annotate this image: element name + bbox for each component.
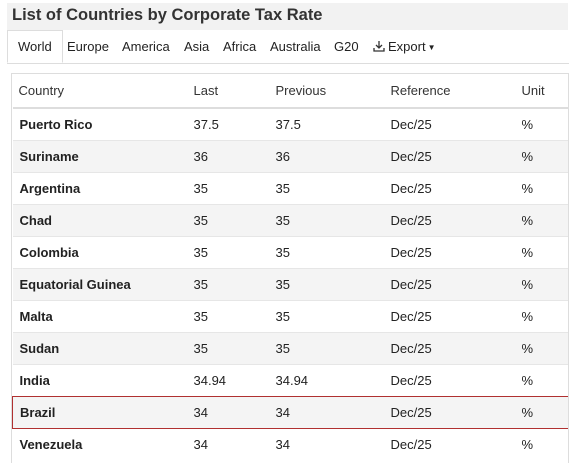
reference-cell: Dec/25 [384,396,516,429]
reference-cell: Dec/25 [384,107,516,141]
unit-cell: % [515,140,568,173]
country-cell[interactable]: Brazil [12,396,188,429]
tab-america[interactable]: America [122,39,170,54]
table-row[interactable]: Suriname 36 36 Dec/25% [12,140,568,173]
unit-cell: % [515,107,568,141]
unit-cell: % [515,268,568,301]
unit-cell: % [515,428,568,460]
export-button[interactable]: Export ▼ [373,30,436,63]
column-header-previous[interactable]: Previous [269,74,385,109]
table-row[interactable]: Colombia 35 35 Dec/25% [12,236,568,269]
country-cell[interactable]: India [12,364,188,397]
country-cell[interactable]: Venezuela [12,428,188,460]
table-row[interactable]: Venezuela 34 34 Dec/25% [12,428,568,460]
reference-cell: Dec/25 [384,236,516,269]
previous-cell: 35 [269,332,385,365]
unit-cell: % [515,396,568,429]
table-row[interactable]: Equatorial Guinea 35 35 Dec/25% [12,268,568,301]
reference-cell: Dec/25 [384,300,516,333]
table-row[interactable]: Sudan 35 35 Dec/25% [12,332,568,365]
previous-cell: 37.5 [269,107,385,141]
last-cell: 35 [187,300,270,333]
previous-cell: 36 [269,140,385,173]
last-cell: 34.94 [187,364,270,397]
tab-africa[interactable]: Africa [223,39,257,54]
region-tabs: World Europe America Asia Africa Austral… [7,30,569,64]
column-header-reference[interactable]: Reference [384,74,516,109]
previous-cell: 34 [269,428,385,460]
tab-europe[interactable]: Europe [67,39,109,54]
tab-g20[interactable]: G20 [334,39,359,54]
reference-cell: Dec/25 [384,204,516,237]
column-header-country[interactable]: Country [12,74,188,109]
download-icon [373,31,385,64]
table-row[interactable]: India 34.94 34.94 Dec/25% [12,364,568,397]
last-cell: 35 [187,172,270,205]
reference-cell: Dec/25 [384,428,516,460]
reference-cell: Dec/25 [384,332,516,365]
previous-cell: 35 [269,236,385,269]
country-cell[interactable]: Equatorial Guinea [12,268,188,301]
unit-cell: % [515,172,568,205]
tax-rate-table: Country Last Previous Reference Unit Pue… [11,73,569,463]
table-header-row: Country Last Previous Reference Unit [12,74,568,109]
tab-world[interactable]: World [7,30,63,63]
country-cell[interactable]: Suriname [12,140,188,173]
unit-cell: % [515,332,568,365]
reference-cell: Dec/25 [384,140,516,173]
column-header-unit[interactable]: Unit [515,74,568,109]
table-row[interactable]: Chad 35 35 Dec/25% [12,204,568,237]
unit-cell: % [515,364,568,397]
table-row[interactable]: Puerto Rico 37.5 37.5 Dec/25% [12,107,568,141]
country-cell[interactable]: Chad [12,204,188,237]
country-cell[interactable]: Sudan [12,332,188,365]
reference-cell: Dec/25 [384,364,516,397]
previous-cell: 35 [269,268,385,301]
chevron-down-icon: ▼ [427,43,436,53]
page-title: List of Countries by Corporate Tax Rate [12,6,323,24]
last-cell: 35 [187,332,270,365]
last-cell: 34 [187,428,270,460]
last-cell: 35 [187,204,270,237]
previous-cell: 35 [269,172,385,205]
tab-australia[interactable]: Australia [270,39,321,54]
table-row[interactable]: Brazil 34 34 Dec/25% [12,396,568,429]
last-cell: 35 [187,236,270,269]
tab-asia[interactable]: Asia [184,39,210,54]
country-cell[interactable]: Argentina [12,172,188,205]
export-label: Export [388,39,426,54]
last-cell: 34 [187,396,270,429]
country-cell[interactable]: Colombia [12,236,188,269]
title-bar [7,3,568,30]
table-row[interactable]: Malta 35 35 Dec/25% [12,300,568,333]
country-cell[interactable]: Puerto Rico [12,107,188,141]
unit-cell: % [515,300,568,333]
reference-cell: Dec/25 [384,268,516,301]
previous-cell: 35 [269,300,385,333]
last-cell: 37.5 [187,107,270,141]
unit-cell: % [515,204,568,237]
previous-cell: 34 [269,396,385,429]
country-cell[interactable]: Malta [12,300,188,333]
column-header-last[interactable]: Last [187,74,270,109]
reference-cell: Dec/25 [384,172,516,205]
previous-cell: 35 [269,204,385,237]
last-cell: 35 [187,268,270,301]
table-row[interactable]: Argentina 35 35 Dec/25% [12,172,568,205]
last-cell: 36 [187,140,270,173]
previous-cell: 34.94 [269,364,385,397]
unit-cell: % [515,236,568,269]
